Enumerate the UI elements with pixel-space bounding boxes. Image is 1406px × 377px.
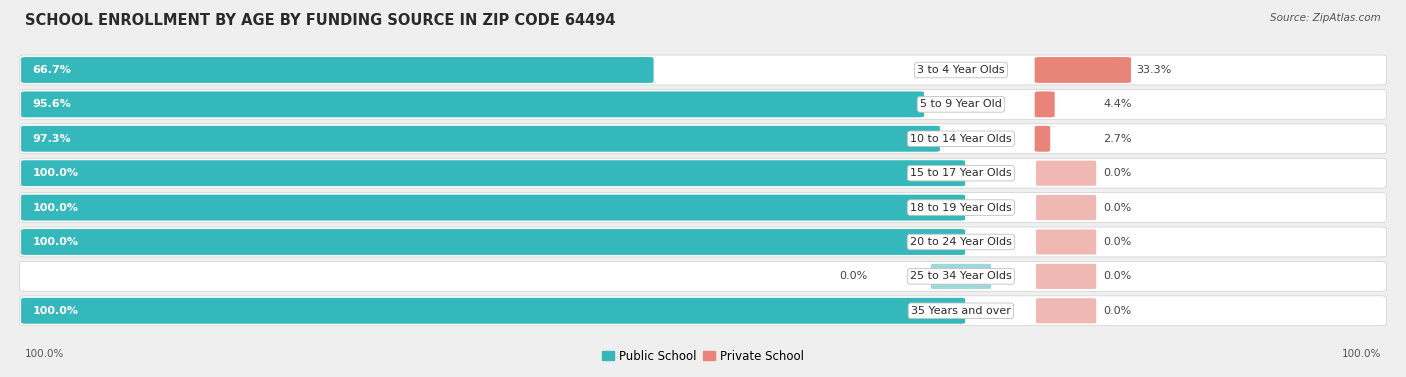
FancyBboxPatch shape (1035, 126, 1050, 152)
Text: 0.0%: 0.0% (1104, 306, 1132, 316)
FancyBboxPatch shape (21, 57, 654, 83)
FancyBboxPatch shape (21, 160, 965, 186)
Text: 0.0%: 0.0% (1104, 237, 1132, 247)
FancyBboxPatch shape (21, 126, 939, 152)
Text: 3 to 4 Year Olds: 3 to 4 Year Olds (917, 65, 1005, 75)
Text: 2.7%: 2.7% (1104, 134, 1132, 144)
Text: 20 to 24 Year Olds: 20 to 24 Year Olds (910, 237, 1012, 247)
Text: 100.0%: 100.0% (32, 237, 79, 247)
FancyBboxPatch shape (20, 296, 1386, 326)
Text: 4.4%: 4.4% (1104, 100, 1132, 109)
FancyBboxPatch shape (20, 193, 1386, 222)
Text: 0.0%: 0.0% (1104, 168, 1132, 178)
Text: 100.0%: 100.0% (32, 168, 79, 178)
FancyBboxPatch shape (21, 229, 965, 255)
FancyBboxPatch shape (21, 298, 965, 324)
Text: 5 to 9 Year Old: 5 to 9 Year Old (920, 100, 1002, 109)
FancyBboxPatch shape (21, 92, 924, 117)
FancyBboxPatch shape (21, 195, 965, 221)
FancyBboxPatch shape (1035, 57, 1130, 83)
Text: 66.7%: 66.7% (32, 65, 72, 75)
Text: 33.3%: 33.3% (1136, 65, 1171, 75)
Text: Source: ZipAtlas.com: Source: ZipAtlas.com (1270, 13, 1381, 23)
FancyBboxPatch shape (20, 124, 1386, 154)
Text: 100.0%: 100.0% (32, 202, 79, 213)
FancyBboxPatch shape (1036, 264, 1097, 289)
Text: 100.0%: 100.0% (25, 349, 65, 359)
Text: 0.0%: 0.0% (1104, 271, 1132, 281)
Text: 35 Years and over: 35 Years and over (911, 306, 1011, 316)
FancyBboxPatch shape (20, 158, 1386, 188)
Text: 10 to 14 Year Olds: 10 to 14 Year Olds (910, 134, 1012, 144)
Text: 100.0%: 100.0% (1341, 349, 1381, 359)
FancyBboxPatch shape (1036, 298, 1097, 323)
Text: 0.0%: 0.0% (839, 271, 868, 281)
Text: 97.3%: 97.3% (32, 134, 70, 144)
Text: 18 to 19 Year Olds: 18 to 19 Year Olds (910, 202, 1012, 213)
FancyBboxPatch shape (20, 262, 1386, 291)
FancyBboxPatch shape (20, 89, 1386, 119)
FancyBboxPatch shape (1036, 161, 1097, 186)
Text: 100.0%: 100.0% (32, 306, 79, 316)
Text: 0.0%: 0.0% (1104, 202, 1132, 213)
FancyBboxPatch shape (1036, 195, 1097, 220)
Text: 25 to 34 Year Olds: 25 to 34 Year Olds (910, 271, 1012, 281)
Text: SCHOOL ENROLLMENT BY AGE BY FUNDING SOURCE IN ZIP CODE 64494: SCHOOL ENROLLMENT BY AGE BY FUNDING SOUR… (25, 13, 616, 28)
FancyBboxPatch shape (1035, 92, 1054, 117)
Text: 95.6%: 95.6% (32, 100, 72, 109)
Legend: Public School, Private School: Public School, Private School (598, 345, 808, 367)
FancyBboxPatch shape (931, 264, 991, 289)
FancyBboxPatch shape (20, 227, 1386, 257)
Text: 15 to 17 Year Olds: 15 to 17 Year Olds (910, 168, 1012, 178)
FancyBboxPatch shape (20, 55, 1386, 85)
FancyBboxPatch shape (1036, 230, 1097, 254)
